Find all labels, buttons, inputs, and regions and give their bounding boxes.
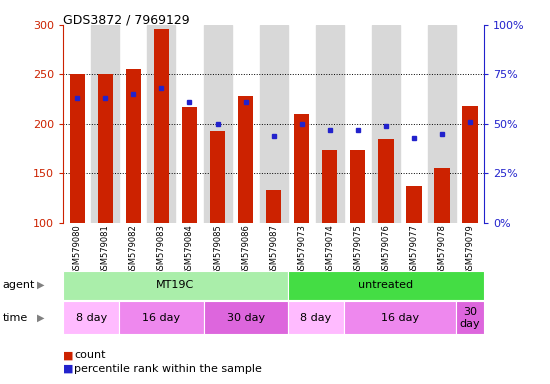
Bar	[147, 25, 175, 223]
Bar	[434, 168, 450, 223]
Bar	[288, 271, 484, 300]
Bar	[266, 190, 282, 223]
Bar	[153, 29, 169, 223]
Bar	[350, 149, 366, 223]
Text: 16 day: 16 day	[142, 313, 180, 323]
Text: GDS3872 / 7969129: GDS3872 / 7969129	[63, 13, 190, 26]
Bar	[378, 139, 394, 223]
Text: ■: ■	[63, 350, 74, 360]
Bar	[372, 25, 400, 223]
Text: 8 day: 8 day	[300, 313, 331, 323]
Bar	[238, 96, 254, 223]
Bar	[428, 25, 456, 223]
Bar	[344, 301, 456, 334]
Bar	[97, 74, 113, 223]
Bar	[63, 301, 119, 334]
Text: 16 day: 16 day	[381, 313, 419, 323]
Bar	[260, 25, 288, 223]
Text: 8 day: 8 day	[76, 313, 107, 323]
Bar	[204, 25, 232, 223]
Bar	[204, 301, 288, 334]
Text: 30
day: 30 day	[460, 307, 480, 329]
Text: ▶: ▶	[37, 280, 45, 290]
Bar	[322, 149, 338, 223]
Bar	[456, 301, 484, 334]
Text: time: time	[3, 313, 28, 323]
Bar	[210, 131, 226, 223]
Text: percentile rank within the sample: percentile rank within the sample	[74, 364, 262, 374]
Text: ▶: ▶	[37, 313, 45, 323]
Bar	[462, 106, 478, 223]
Bar	[316, 25, 344, 223]
Bar	[91, 25, 119, 223]
Text: ■: ■	[63, 364, 74, 374]
Text: agent: agent	[3, 280, 35, 290]
Text: untreated: untreated	[358, 280, 414, 290]
Text: count: count	[74, 350, 106, 360]
Bar	[294, 114, 310, 223]
Bar	[69, 74, 85, 223]
Bar	[63, 271, 288, 300]
Bar	[125, 70, 141, 223]
Bar	[182, 107, 197, 223]
Text: MT19C: MT19C	[156, 280, 195, 290]
Bar	[119, 301, 204, 334]
Bar	[288, 301, 344, 334]
Text: 30 day: 30 day	[227, 313, 265, 323]
Bar	[406, 186, 422, 223]
